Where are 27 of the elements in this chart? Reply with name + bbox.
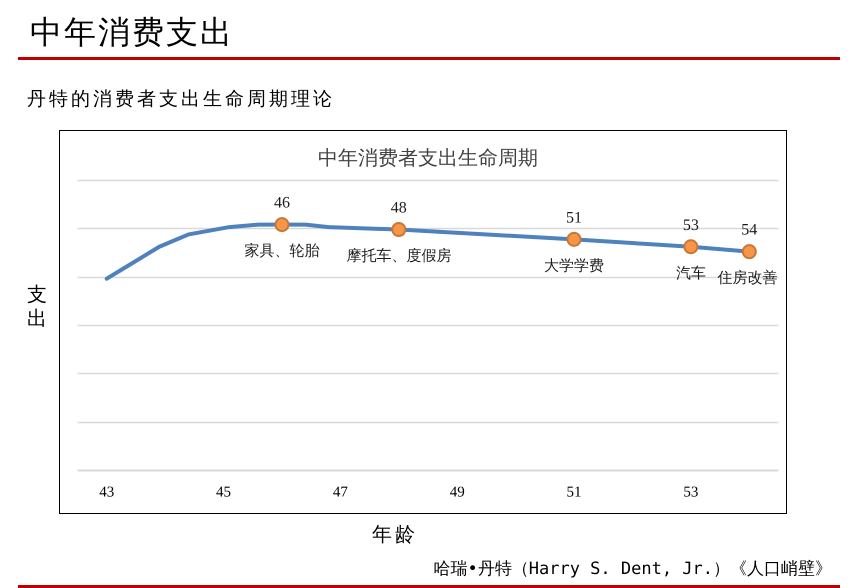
x-tick-label: 53 <box>683 484 698 500</box>
point <box>742 244 757 260</box>
annotation: 汽车 <box>676 264 706 282</box>
point <box>391 222 406 238</box>
x-tick-label: 43 <box>99 484 114 500</box>
point <box>566 232 582 247</box>
annotation: 摩托车、度假房 <box>346 248 452 265</box>
chart-subtitle: 丹特的消费者支出生命周期理论 <box>26 87 335 110</box>
annotation: 46 <box>274 194 290 212</box>
x-tick-label: 51 <box>566 484 582 500</box>
annotation: 54 <box>741 222 758 239</box>
annotation: 51 <box>566 209 582 226</box>
annotation: 48 <box>390 200 407 217</box>
annotation: 大学学费 <box>544 257 604 274</box>
annotation: 住房改善 <box>716 270 778 287</box>
annotation: 53 <box>682 216 699 234</box>
x-tick-label: 45 <box>216 484 232 500</box>
y-axis-title: 支出 <box>27 282 48 330</box>
text: 中年消费者支出生命周期 <box>318 146 538 170</box>
text: 哈瑞•丹特（Harry S. Dent, Jr.）《人口峭壁》 <box>432 558 832 581</box>
annotation: 家具、轮胎 <box>244 242 320 260</box>
x-tick-label: 49 <box>450 484 465 500</box>
chart-title: 中年消费支出 <box>18 0 840 60</box>
point <box>683 239 698 254</box>
x-tick-label: 47 <box>332 484 348 500</box>
x-axis-title: 年龄 <box>371 521 419 546</box>
point <box>274 217 290 232</box>
